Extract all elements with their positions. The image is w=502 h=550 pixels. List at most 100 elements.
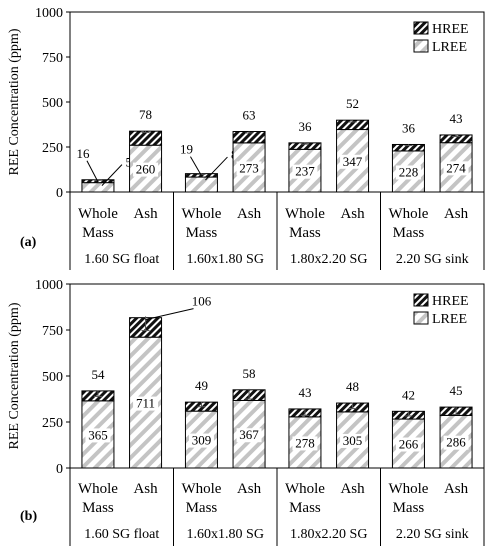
data-label-lree: 273 (239, 160, 259, 175)
x-subcategory-label: Whole (181, 481, 221, 497)
y-tick-label: 250 (42, 141, 63, 156)
bar-lree (184, 176, 218, 193)
x-subcategory-label: Ash (340, 481, 365, 497)
data-label-hree: 106 (192, 294, 212, 309)
x-subcategory-label: Whole (78, 206, 118, 222)
data-label-bg (236, 428, 262, 443)
y-axis-label: REE Concentration (ppm) (7, 28, 22, 175)
data-label-bg (443, 161, 469, 176)
x-subcategory-label-line2: Mass (393, 500, 425, 516)
panel-label: (b) (20, 509, 37, 524)
data-label-bg (340, 154, 366, 169)
legend-label-hree: HREE (432, 294, 469, 309)
x-subcategory-label-line2: Mass (186, 500, 218, 516)
label-leader (145, 308, 194, 321)
x-subcategory-label: Ash (444, 481, 469, 497)
x-subcategory-label-line2: Mass (82, 500, 114, 516)
y-tick-label: 250 (42, 416, 63, 431)
x-subcategory-label: Ash (444, 206, 469, 222)
data-label-hree: 36 (298, 119, 312, 134)
data-label-bg (395, 165, 421, 180)
legend-swatch-hree (413, 293, 429, 307)
bar-hree (129, 130, 163, 146)
x-group-label: 1.60x1.80 SG (187, 252, 264, 267)
data-label-lree: 274 (446, 160, 466, 175)
data-label-bg (443, 435, 469, 450)
x-subcategory-label: Whole (388, 206, 428, 222)
data-label-hree: 42 (402, 387, 415, 402)
panel-label: (a) (20, 235, 37, 250)
data-label-bg (395, 437, 421, 452)
data-label-lree: 278 (295, 435, 315, 450)
legend-swatch-lree (413, 311, 429, 325)
x-group-label: 1.80x2.20 SG (290, 527, 367, 542)
data-label-hree: 78 (139, 107, 152, 122)
data-label-lree: 237 (295, 164, 315, 179)
data-label-hree: 54 (91, 367, 105, 382)
data-label-lree: 228 (399, 164, 419, 179)
data-label-hree: 19 (180, 142, 193, 157)
y-tick-label: 0 (56, 186, 63, 201)
x-subcategory-label-line2: Mass (289, 225, 321, 241)
legend-label-lree: LREE (432, 40, 467, 55)
chart-panel-b: 0 250 500 750 1000 REE Concentration (ppm) 365… (7, 278, 485, 546)
data-label-hree: 36 (402, 120, 416, 135)
x-subcategory-label: Ash (237, 206, 262, 222)
x-subcategory-label-line2: Mass (393, 225, 425, 241)
data-label-hree: 49 (195, 378, 208, 393)
y-tick-label: 0 (56, 462, 63, 477)
data-label-hree: 63 (243, 108, 256, 123)
x-group-label: 1.60 SG float (84, 527, 159, 542)
x-subcategory-label: Ash (133, 481, 158, 497)
data-label-hree: 58 (243, 366, 256, 381)
legend-label-lree: LREE (432, 312, 467, 327)
x-subcategory-label: Ash (133, 206, 158, 222)
label-leader (190, 156, 202, 176)
legend-label-hree: HREE (432, 22, 469, 37)
data-label-lree: 711 (136, 396, 155, 411)
data-label-lree: 260 (136, 162, 156, 177)
data-label-bg (292, 164, 318, 179)
x-group-label: 2.20 SG sink (396, 527, 469, 542)
label-leader (101, 164, 123, 186)
y-tick-label: 750 (42, 51, 63, 66)
label-leader (205, 156, 228, 181)
data-label-lree: 367 (239, 427, 259, 442)
data-label-bg (85, 428, 111, 443)
y-tick-label: 1000 (35, 278, 63, 293)
legend-swatch-hree (413, 21, 429, 35)
data-label-bg (236, 161, 262, 176)
x-subcategory-label: Whole (388, 481, 428, 497)
y-tick-label: 750 (42, 324, 63, 339)
x-subcategory-label-line2: Mass (186, 225, 218, 241)
data-label-hree: 43 (450, 111, 463, 126)
data-label-hree: 48 (346, 379, 359, 394)
data-label-hree: 52 (346, 96, 359, 111)
x-group-label: 1.60x1.80 SG (187, 527, 264, 542)
label-leader (86, 160, 99, 182)
y-tick-label: 1000 (35, 6, 63, 21)
x-subcategory-label: Whole (78, 481, 118, 497)
x-subcategory-label: Whole (285, 206, 325, 222)
y-axis-label: REE Concentration (ppm) (7, 302, 22, 449)
data-label-lree: 266 (399, 437, 419, 452)
data-label-bg (340, 433, 366, 448)
x-subcategory-label: Ash (237, 481, 262, 497)
data-label-lree: 347 (343, 154, 363, 169)
y-tick-label: 500 (42, 96, 63, 111)
x-subcategory-label: Ash (340, 206, 365, 222)
data-label-bg (292, 436, 318, 451)
data-label-lree: 365 (88, 427, 108, 442)
x-subcategory-label: Whole (181, 206, 221, 222)
x-subcategory-label: Whole (285, 481, 325, 497)
data-label-lree: 305 (343, 433, 363, 448)
x-group-label: 2.20 SG sink (396, 252, 469, 267)
data-label-bg (188, 433, 214, 448)
chart-panel-a: 0 250 500 750 1000 REE Concentration (ppm) 52 1… (7, 6, 485, 270)
data-label-lree: 309 (192, 433, 212, 448)
data-label-bg (133, 396, 159, 411)
y-tick-label: 500 (42, 370, 63, 385)
x-subcategory-label-line2: Mass (82, 225, 114, 241)
bar-lree (81, 182, 115, 193)
